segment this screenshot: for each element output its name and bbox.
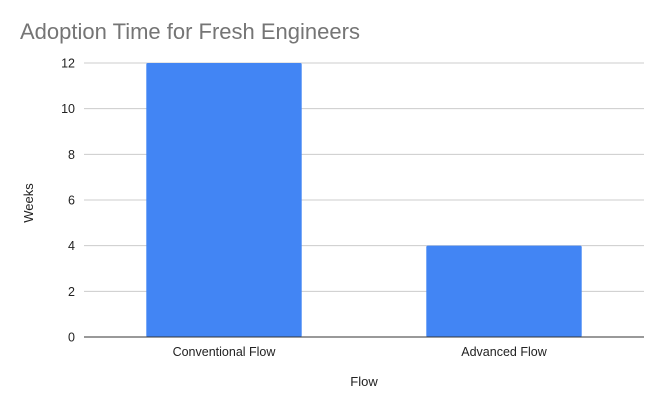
bars (146, 63, 582, 337)
x-tick-label: Conventional Flow (173, 345, 277, 359)
y-tick-label: 0 (68, 331, 75, 345)
x-axis-label: Flow (350, 374, 378, 389)
y-tick-label: 6 (68, 194, 75, 208)
axes: 0 2 4 6 8 10 12 Conventional Flow Advanced Flow (61, 57, 644, 359)
y-tick-label: 4 (68, 239, 75, 253)
y-tick-label: 2 (68, 285, 75, 299)
x-tick-label: Advanced Flow (461, 345, 547, 359)
y-tick-label: 8 (68, 148, 75, 162)
bar-advanced-flow (426, 245, 582, 337)
chart-title: Adoption Time for Fresh Engineers (20, 19, 360, 44)
bar-conventional-flow (146, 63, 302, 337)
y-tick-label: 10 (61, 102, 75, 116)
y-axis-label: Weeks (21, 183, 36, 223)
y-tick-label: 12 (61, 57, 75, 71)
